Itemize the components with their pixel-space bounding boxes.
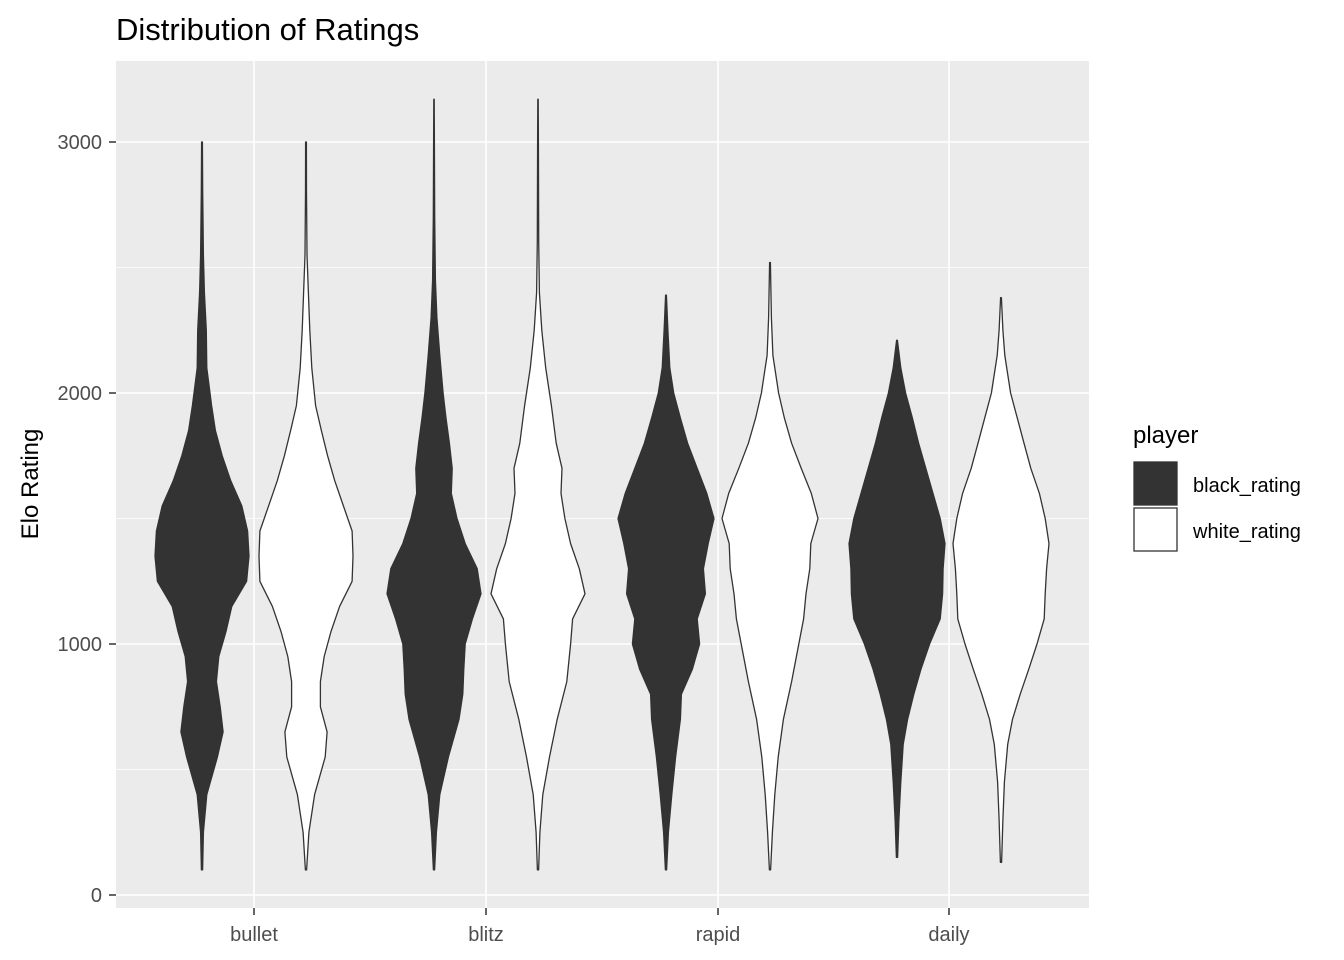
violins [154,98,1050,871]
legend: player black_rating white_rating [1133,422,1301,552]
y-tick-label: 3000 [58,132,103,154]
violin-white_rating-daily [952,296,1050,864]
x-tick-label: blitz [468,924,504,946]
y-axis-title: Elo Rating [17,429,44,540]
plot-panel [116,61,1089,908]
legend-title: player [1133,422,1198,449]
violin-white_rating-rapid [721,261,819,871]
legend-swatch [1133,507,1178,552]
violin-white_rating-blitz [490,98,586,871]
legend-swatch [1133,461,1178,506]
x-tick-label: daily [928,924,969,946]
y-tick-label: 1000 [58,634,103,656]
y-axis: 0 1000 2000 3000 [58,132,116,907]
violin-black_rating-rapid [617,294,715,871]
legend-label: black_rating [1193,475,1301,497]
violin-black_rating-blitz [386,98,482,871]
y-tick-label: 2000 [58,383,103,405]
chart-title: Distribution of Ratings [116,12,419,47]
violin-black_rating-daily [848,339,946,859]
y-tick-label: 0 [91,885,102,907]
x-axis: bullet blitz rapid daily [230,908,970,946]
legend-label: white_rating [1192,521,1301,543]
violin-white_rating-bullet [258,141,354,871]
violin-black_rating-bullet [154,141,250,871]
x-tick-label: bullet [230,924,278,946]
x-tick-label: rapid [696,924,740,946]
major-gridlines [116,61,1089,908]
